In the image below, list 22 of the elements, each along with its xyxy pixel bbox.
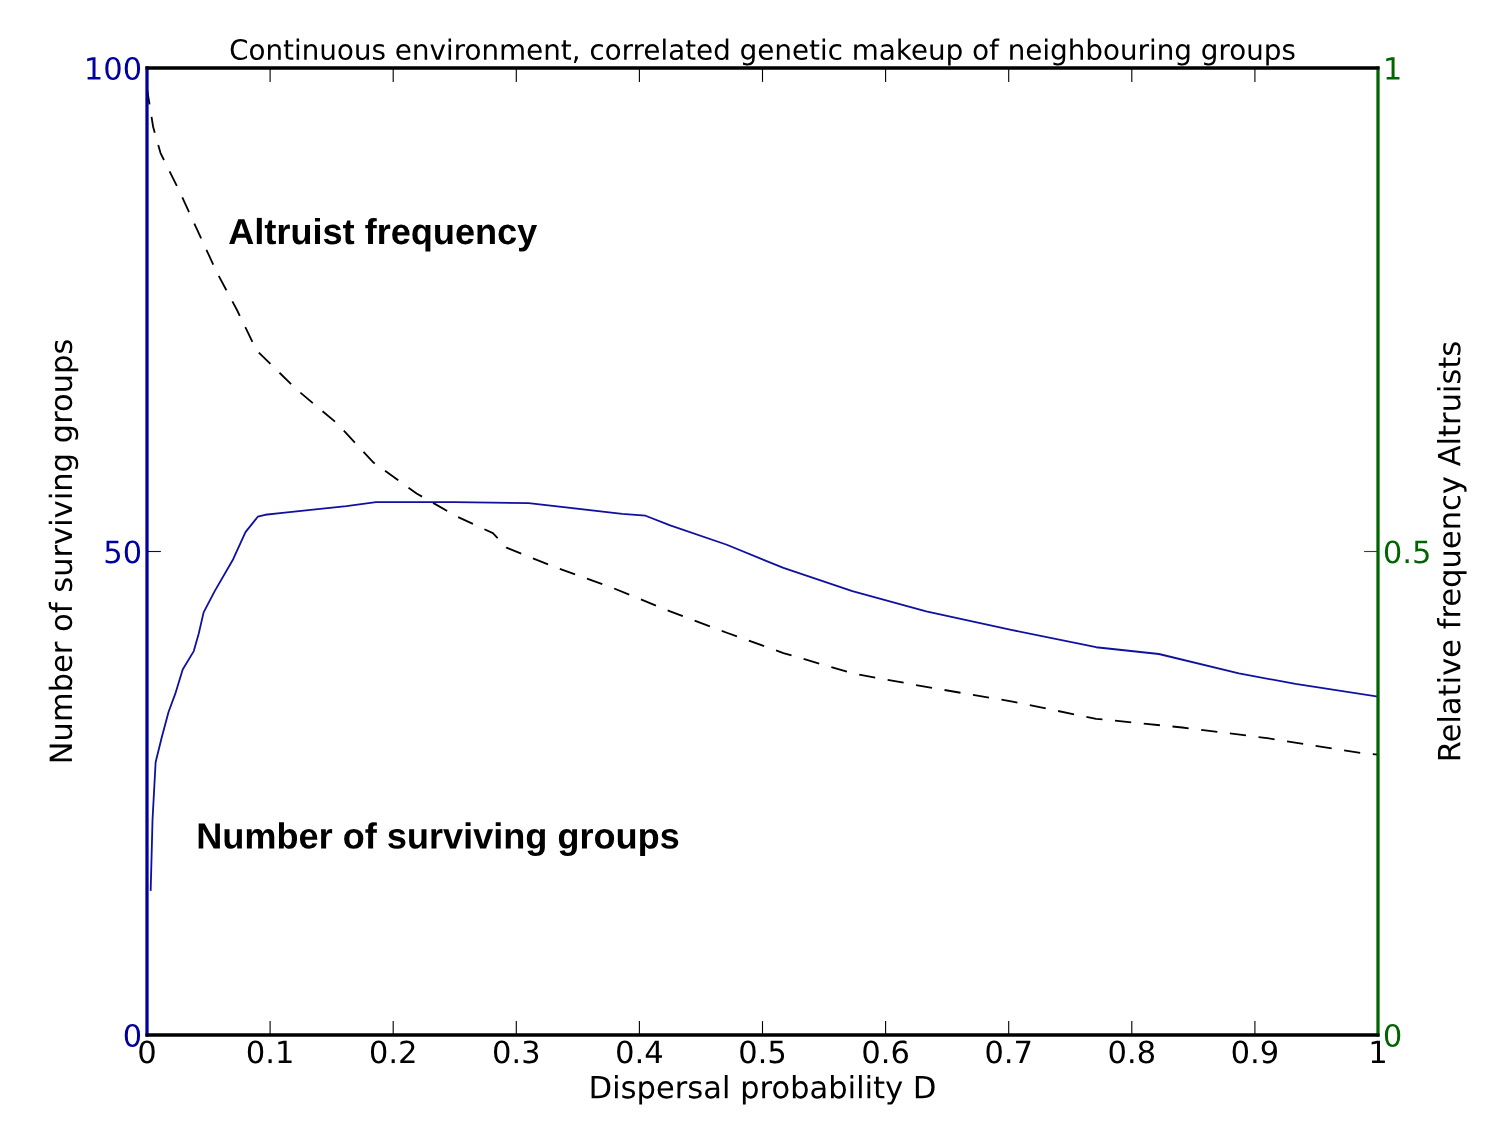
y-tick-label: 50 (105, 540, 141, 564)
x-tick-label: 0.6 (863, 1040, 908, 1064)
series-label: Altruist frequency (229, 217, 538, 252)
x-tick-label: 0.3 (494, 1040, 539, 1064)
x-tick-label: 0.4 (617, 1040, 662, 1064)
x-tick-label: 0.8 (1109, 1040, 1155, 1064)
y2-axis-title: Relative frequency Altruists (1437, 342, 1467, 760)
y2-tick-label: 0.5 (1384, 540, 1429, 564)
line-series (149, 501, 1378, 891)
y2-tick-label: 1 (1386, 57, 1400, 80)
y-axis-title: Number of surviving groups (48, 340, 79, 762)
x-axis-title: Dispersal probability D (591, 1074, 935, 1105)
series-label: Number of surviving groups (198, 822, 679, 857)
x-tick-label: 0.5 (740, 1040, 785, 1064)
y2-tick-label: 0 (1384, 1023, 1401, 1048)
x-tick-label: 1 (1371, 1040, 1385, 1064)
y-tick-label: 100 (87, 56, 141, 81)
chart-title: Continuous environment, correlated genetic makeup of neighbouring groups (230, 38, 1295, 66)
x-tick-label: 0.7 (986, 1040, 1031, 1064)
x-tick-label: 0.1 (247, 1040, 292, 1064)
x-tick-label: 0.2 (370, 1040, 415, 1064)
x-tick-label: 0.9 (1232, 1040, 1278, 1064)
